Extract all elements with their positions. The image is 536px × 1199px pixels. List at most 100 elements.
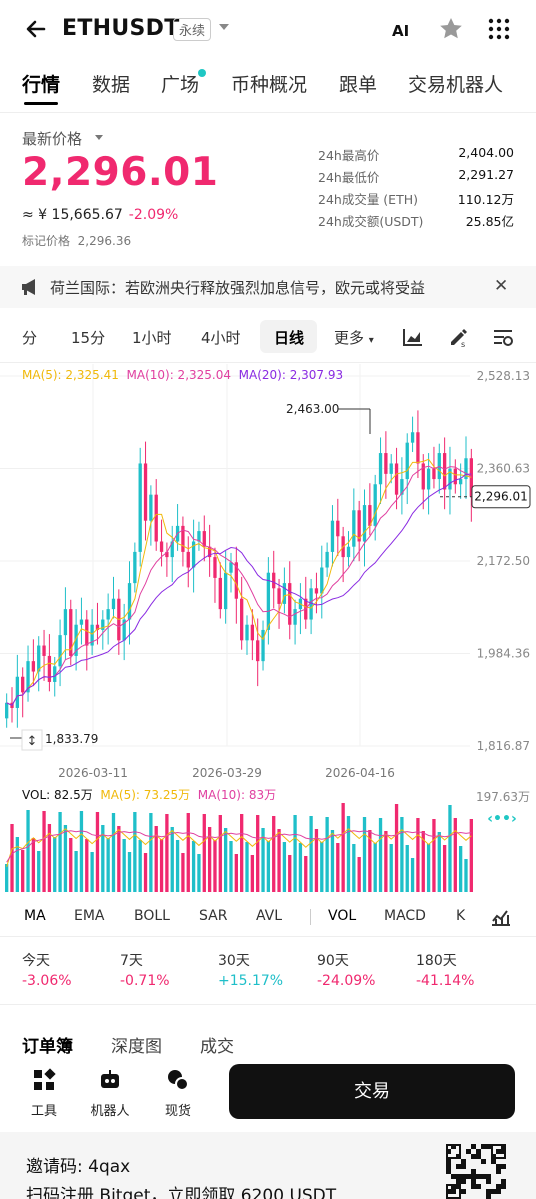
trade-button[interactable]: 交易 <box>229 1064 515 1119</box>
volume-bar <box>69 838 73 892</box>
tab-trades[interactable]: 成交 <box>200 1037 234 1057</box>
back-arrow-icon[interactable] <box>22 14 52 44</box>
qr-module <box>446 1149 451 1154</box>
indicator-boll[interactable]: BOLL <box>134 908 170 924</box>
robot-icon <box>101 1070 119 1088</box>
volume-bar <box>15 837 20 892</box>
y-tick-label: 2,172.50 <box>477 554 530 568</box>
volume-bar <box>288 855 292 892</box>
spot-button[interactable]: 现货 <box>148 1068 208 1119</box>
ai-icon[interactable]: AI <box>392 22 410 40</box>
volume-bar <box>330 830 335 892</box>
vol-ma5-line <box>6 828 472 867</box>
more-icon[interactable] <box>484 14 514 44</box>
stat-value: 2,291.27 <box>458 167 514 182</box>
qr-module <box>476 1184 481 1189</box>
candle <box>234 562 238 599</box>
timeframe-15m[interactable]: 15分 <box>71 329 106 347</box>
candle <box>95 624 100 630</box>
candle <box>362 505 367 542</box>
symbol-title[interactable]: ETHUSDT <box>62 16 180 41</box>
timeframe-minute[interactable]: 分 <box>22 329 38 347</box>
volume-bar <box>127 852 132 892</box>
perf-change: -24.09% <box>317 973 376 989</box>
chart-style-icon[interactable] <box>402 327 424 347</box>
draw-tool-icon[interactable]: s <box>447 326 469 348</box>
price-change: -2.09% <box>128 207 179 223</box>
volume-bar <box>106 838 110 892</box>
close-icon[interactable]: ✕ <box>494 276 509 296</box>
tools-button[interactable]: 工具 <box>14 1068 74 1119</box>
news-ticker[interactable]: 荷兰国际：若欧洲央行释放强烈加息信号，欧元或将受益 ✕ <box>0 266 536 308</box>
news-text[interactable]: 荷兰国际：若欧洲央行释放强烈加息信号，欧元或将受益 <box>50 279 426 297</box>
x-tick-label: 2026-03-11 <box>58 766 128 780</box>
volume-bar <box>101 825 105 892</box>
qr-module <box>451 1184 456 1189</box>
candle <box>416 432 420 464</box>
qr-module <box>481 1159 486 1164</box>
candle <box>384 453 388 474</box>
candle <box>426 468 431 490</box>
qr-finder <box>491 1144 506 1159</box>
star-icon[interactable] <box>436 14 466 44</box>
candle <box>410 432 415 443</box>
volume-bar <box>47 824 52 892</box>
chart-settings-icon[interactable] <box>492 327 514 347</box>
bottom-tools: 工具 机器人 现货 <box>0 1064 536 1124</box>
candle <box>149 494 153 521</box>
candle <box>122 619 126 641</box>
candle <box>293 609 297 625</box>
candle <box>197 531 201 542</box>
volume-bar <box>373 843 377 892</box>
y-tick-label: 2,528.13 <box>477 369 530 383</box>
volume-chart[interactable]: 197.63万 ‹••› <box>0 784 536 896</box>
timeframe-1d[interactable]: 日线 <box>274 329 305 347</box>
candle <box>42 645 46 656</box>
qr-module <box>486 1179 491 1184</box>
indicator-vol[interactable]: VOL <box>328 908 357 924</box>
timeframe-4h[interactable]: 4小时 <box>201 329 241 347</box>
price-type-dropdown-icon[interactable] <box>95 135 103 140</box>
tab-order-book[interactable]: 订单簿 <box>22 1037 73 1057</box>
candle <box>421 463 425 490</box>
tab-copy-trading[interactable]: 跟单 <box>339 74 378 96</box>
indicator-settings-icon[interactable] <box>490 907 512 927</box>
tab-square[interactable]: 广场 <box>161 74 200 96</box>
timeframe-bar: 分 15分 1小时 4小时 日线 更多 ▾ s <box>0 318 536 356</box>
timeframe-more[interactable]: 更多 ▾ <box>334 327 374 348</box>
stat-label: 24h最高价 <box>318 148 380 163</box>
tab-depth-chart[interactable]: 深度图 <box>111 1037 162 1057</box>
candle <box>357 510 361 542</box>
qr-module <box>476 1154 481 1159</box>
bot-button[interactable]: 机器人 <box>80 1068 140 1119</box>
tab-overview[interactable]: 币种概况 <box>231 74 308 96</box>
candlestick-chart[interactable]: 2,528.13 2,360.63 2,172.50 1,984.36 1,816.87… <box>0 364 536 784</box>
indicator-ema[interactable]: EMA <box>74 908 105 924</box>
candle <box>378 453 383 485</box>
qr-module <box>481 1144 486 1149</box>
volume-bar <box>175 840 180 892</box>
volume-bar <box>143 853 148 892</box>
y-tick-label: 2,360.63 <box>477 462 530 476</box>
volume-max-label: 197.63万 <box>476 790 530 804</box>
tab-trading-bot[interactable]: 交易机器人 <box>408 74 504 96</box>
volume-bar <box>336 843 340 892</box>
indicator-kdj[interactable]: K <box>456 908 466 924</box>
qr-module <box>446 1169 451 1174</box>
mark-price-label: 标记价格 <box>22 234 71 248</box>
perf-change: -3.06% <box>22 973 72 989</box>
symbol-dropdown-icon[interactable] <box>219 24 229 30</box>
y-tick-label: 1,816.87 <box>477 739 530 753</box>
tab-data[interactable]: 数据 <box>92 74 131 96</box>
indicator-ma[interactable]: MA <box>24 908 46 924</box>
indicator-macd[interactable]: MACD <box>384 908 426 924</box>
indicator-avl[interactable]: AVL <box>256 908 283 924</box>
tab-market[interactable]: 行情 <box>22 74 61 96</box>
volume-bar <box>368 830 372 892</box>
last-price-label[interactable]: 最新价格 <box>22 130 83 148</box>
indicator-sar[interactable]: SAR <box>199 908 228 924</box>
vol-ma5-legend: MA(5): 73.25万 <box>100 788 191 802</box>
timeframe-1h[interactable]: 1小时 <box>132 329 172 347</box>
y-tick-label: 1,984.36 <box>477 647 530 661</box>
high-price-label: 2,463.00 <box>286 402 339 416</box>
